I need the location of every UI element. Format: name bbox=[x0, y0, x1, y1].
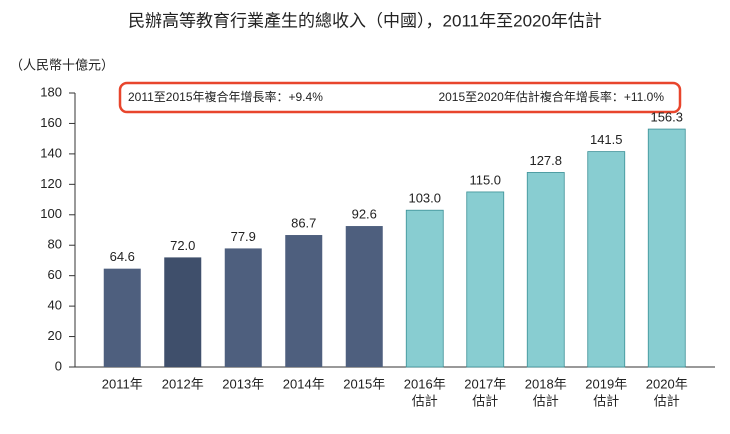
y-tick-label: 20 bbox=[48, 328, 62, 343]
x-tick-label: 2012年 bbox=[162, 376, 204, 391]
bar bbox=[526, 172, 565, 368]
value-label: 72.0 bbox=[170, 238, 195, 253]
x-tick-label: 2013年 bbox=[222, 376, 264, 391]
x-tick-label: 估計 bbox=[593, 393, 619, 408]
y-tick-label: 0 bbox=[55, 358, 62, 373]
x-tick-label: 2020年 bbox=[646, 376, 688, 391]
y-axis-label: （人民幣十億元） bbox=[10, 57, 114, 72]
value-label: 77.9 bbox=[231, 229, 256, 244]
annotation: 2015至2020年估計複合年增長率：+11.0% bbox=[438, 89, 664, 104]
bar bbox=[224, 248, 262, 367]
bar bbox=[587, 151, 626, 368]
x-tick-label: 估計 bbox=[472, 393, 498, 408]
value-label: 127.8 bbox=[529, 153, 562, 168]
y-tick-label: 80 bbox=[48, 237, 62, 252]
bar bbox=[405, 209, 444, 368]
value-label: 86.7 bbox=[291, 215, 316, 230]
x-tick-label: 2015年 bbox=[343, 376, 385, 391]
bar bbox=[647, 128, 686, 368]
x-tick-label: 2016年 bbox=[404, 376, 446, 391]
value-label: 92.6 bbox=[352, 206, 377, 221]
annotation: 2011至2015年複合年增長率：+9.4% bbox=[128, 89, 323, 104]
y-tick-label: 40 bbox=[48, 298, 62, 313]
bar bbox=[285, 235, 323, 367]
annotation-box bbox=[118, 81, 682, 114]
y-tick-label: 180 bbox=[40, 84, 62, 99]
x-tick-label: 估計 bbox=[412, 393, 438, 408]
bar bbox=[164, 257, 202, 367]
value-label: 156.3 bbox=[650, 110, 683, 125]
x-tick-label: 2017年 bbox=[464, 376, 506, 391]
y-tick-label: 60 bbox=[48, 267, 62, 282]
x-tick-label: 2019年 bbox=[585, 376, 627, 391]
x-tick-label: 2018年 bbox=[525, 376, 567, 391]
value-label: 115.0 bbox=[469, 172, 501, 187]
bar bbox=[466, 191, 505, 368]
value-label: 103.0 bbox=[408, 191, 441, 206]
x-tick-label: 估計 bbox=[533, 393, 559, 408]
x-tick-label: 2014年 bbox=[283, 376, 325, 391]
y-tick-label: 100 bbox=[40, 206, 62, 221]
bar bbox=[103, 268, 141, 367]
value-label: 141.5 bbox=[590, 132, 623, 147]
bar bbox=[345, 226, 383, 367]
y-tick-label: 160 bbox=[40, 115, 62, 130]
y-tick-label: 140 bbox=[40, 145, 62, 160]
chart-title: 民辦高等教育行業產生的總收入（中國），2011年至2020年估計 bbox=[128, 11, 602, 30]
y-tick-label: 120 bbox=[40, 176, 62, 191]
x-tick-label: 2011年 bbox=[102, 376, 143, 391]
x-tick-label: 估計 bbox=[654, 393, 680, 408]
value-label: 64.6 bbox=[110, 249, 135, 264]
